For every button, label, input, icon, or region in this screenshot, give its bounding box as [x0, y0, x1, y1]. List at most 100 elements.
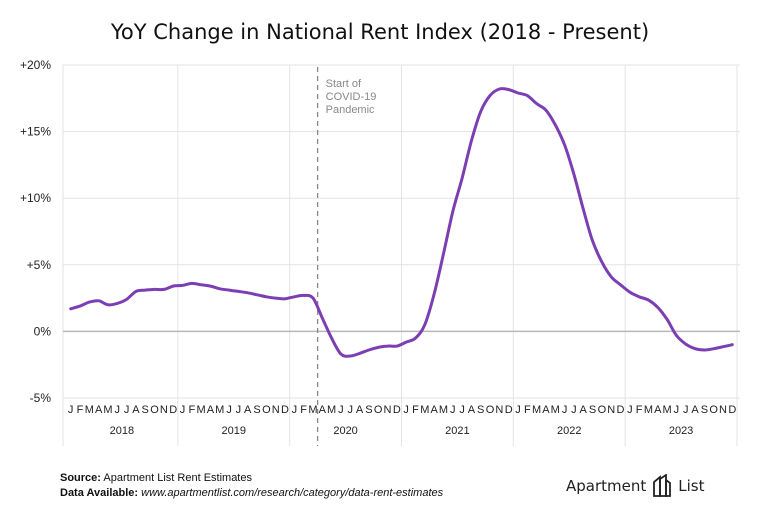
month-tick-label: J [571, 404, 577, 416]
month-tick-label: O [598, 404, 607, 416]
y-tick-label: 0% [34, 324, 52, 338]
month-tick-label: J [403, 404, 409, 416]
month-tick-label: F [300, 404, 307, 416]
month-tick-label: F [412, 404, 419, 416]
month-tick-label: J [124, 404, 130, 416]
month-tick-label: N [384, 404, 392, 416]
month-tick-label: J [236, 404, 242, 416]
month-tick-label: O [150, 404, 159, 416]
annotation-text: Pandemic [326, 104, 375, 116]
month-tick-label: M [644, 404, 653, 416]
month-tick-label: S [589, 404, 596, 416]
month-tick-label: N [160, 404, 168, 416]
logo-word-list: List [678, 477, 705, 495]
month-tick-label: D [169, 404, 177, 416]
month-tick-label: A [207, 404, 215, 416]
month-tick-label: M [103, 404, 112, 416]
month-tick-label: A [319, 404, 327, 416]
month-tick-label: F [77, 404, 84, 416]
month-tick-label: J [450, 404, 456, 416]
apartment-list-logo: Apartment List [566, 474, 705, 498]
annotation-text: Start of [326, 78, 362, 90]
year-label: 2023 [669, 425, 693, 437]
year-label: 2021 [445, 425, 469, 437]
month-tick-label: S [701, 404, 708, 416]
footer: Source: Apartment List Rent Estimates Da… [60, 471, 443, 501]
month-tick-label: J [627, 404, 633, 416]
month-tick-label: O [709, 404, 718, 416]
month-tick-label: M [532, 404, 541, 416]
year-label: 2019 [222, 425, 246, 437]
logo-word-apartment: Apartment [566, 477, 647, 495]
month-tick-label: D [281, 404, 289, 416]
month-tick-label: M [215, 404, 224, 416]
month-tick-label: M [327, 404, 336, 416]
month-tick-label: J [459, 404, 465, 416]
month-tick-label: M [439, 404, 448, 416]
month-tick-label: F [636, 404, 643, 416]
series-layer [69, 87, 734, 358]
month-tick-label: D [728, 404, 736, 416]
month-tick-label: N [719, 404, 727, 416]
y-tick-label: -5% [30, 391, 52, 405]
month-tick-label: A [691, 404, 699, 416]
month-tick-label: A [95, 404, 103, 416]
y-tick-label: +10% [20, 191, 51, 205]
month-tick-label: O [486, 404, 495, 416]
month-tick-label: J [562, 404, 568, 416]
month-tick-label: A [654, 404, 662, 416]
series-line [69, 87, 734, 358]
month-tick-label: N [607, 404, 615, 416]
month-tick-label: J [347, 404, 353, 416]
month-tick-label: A [244, 404, 252, 416]
month-tick-label: J [68, 404, 74, 416]
month-tick-label: A [580, 404, 588, 416]
y-tick-label: +5% [27, 258, 52, 272]
data-url: www.apartmentlist.com/research/category/… [141, 487, 444, 499]
month-tick-label: J [338, 404, 344, 416]
y-tick-label: +15% [20, 125, 51, 139]
month-tick-label: A [356, 404, 364, 416]
month-tick-label: J [180, 404, 186, 416]
y-tick-label: +20% [20, 58, 51, 72]
month-tick-label: M [308, 404, 317, 416]
month-tick-label: S [365, 404, 372, 416]
annotation-text: COVID-19 [326, 91, 377, 103]
month-tick-label: M [663, 404, 672, 416]
month-tick-label: J [515, 404, 521, 416]
year-label: 2022 [557, 425, 581, 437]
month-tick-label: J [674, 404, 680, 416]
month-tick-label: M [85, 404, 94, 416]
month-tick-label: S [477, 404, 484, 416]
month-tick-label: S [142, 404, 149, 416]
month-tick-label: J [292, 404, 298, 416]
data-available-line: Data Available: www.apartmentlist.com/re… [60, 487, 444, 499]
month-tick-label: N [495, 404, 503, 416]
month-tick-label: D [393, 404, 401, 416]
month-tick-label: A [430, 404, 438, 416]
year-label: 2018 [110, 425, 134, 437]
y-axis-tick-labels: -5% 0% +5% +10% +15% +20% [20, 58, 51, 405]
month-tick-label: O [374, 404, 383, 416]
month-tick-label: D [505, 404, 513, 416]
month-tick-label: J [226, 404, 232, 416]
gridlines [62, 64, 740, 446]
month-tick-label: M [197, 404, 206, 416]
month-tick-label: O [262, 404, 271, 416]
month-tick-label: A [468, 404, 476, 416]
month-tick-label: M [551, 404, 560, 416]
month-tick-label: A [542, 404, 550, 416]
month-tick-label: F [188, 404, 195, 416]
month-tick-label: A [132, 404, 140, 416]
month-tick-label: D [617, 404, 625, 416]
source-line: Source: Apartment List Rent Estimates [60, 472, 252, 484]
month-tick-label: J [683, 404, 689, 416]
year-label: 2020 [333, 425, 357, 437]
month-tick-label: N [272, 404, 280, 416]
month-tick-label: F [524, 404, 531, 416]
month-tick-label: S [253, 404, 260, 416]
chart-title: YoY Change in National Rent Index (2018 … [110, 20, 650, 44]
